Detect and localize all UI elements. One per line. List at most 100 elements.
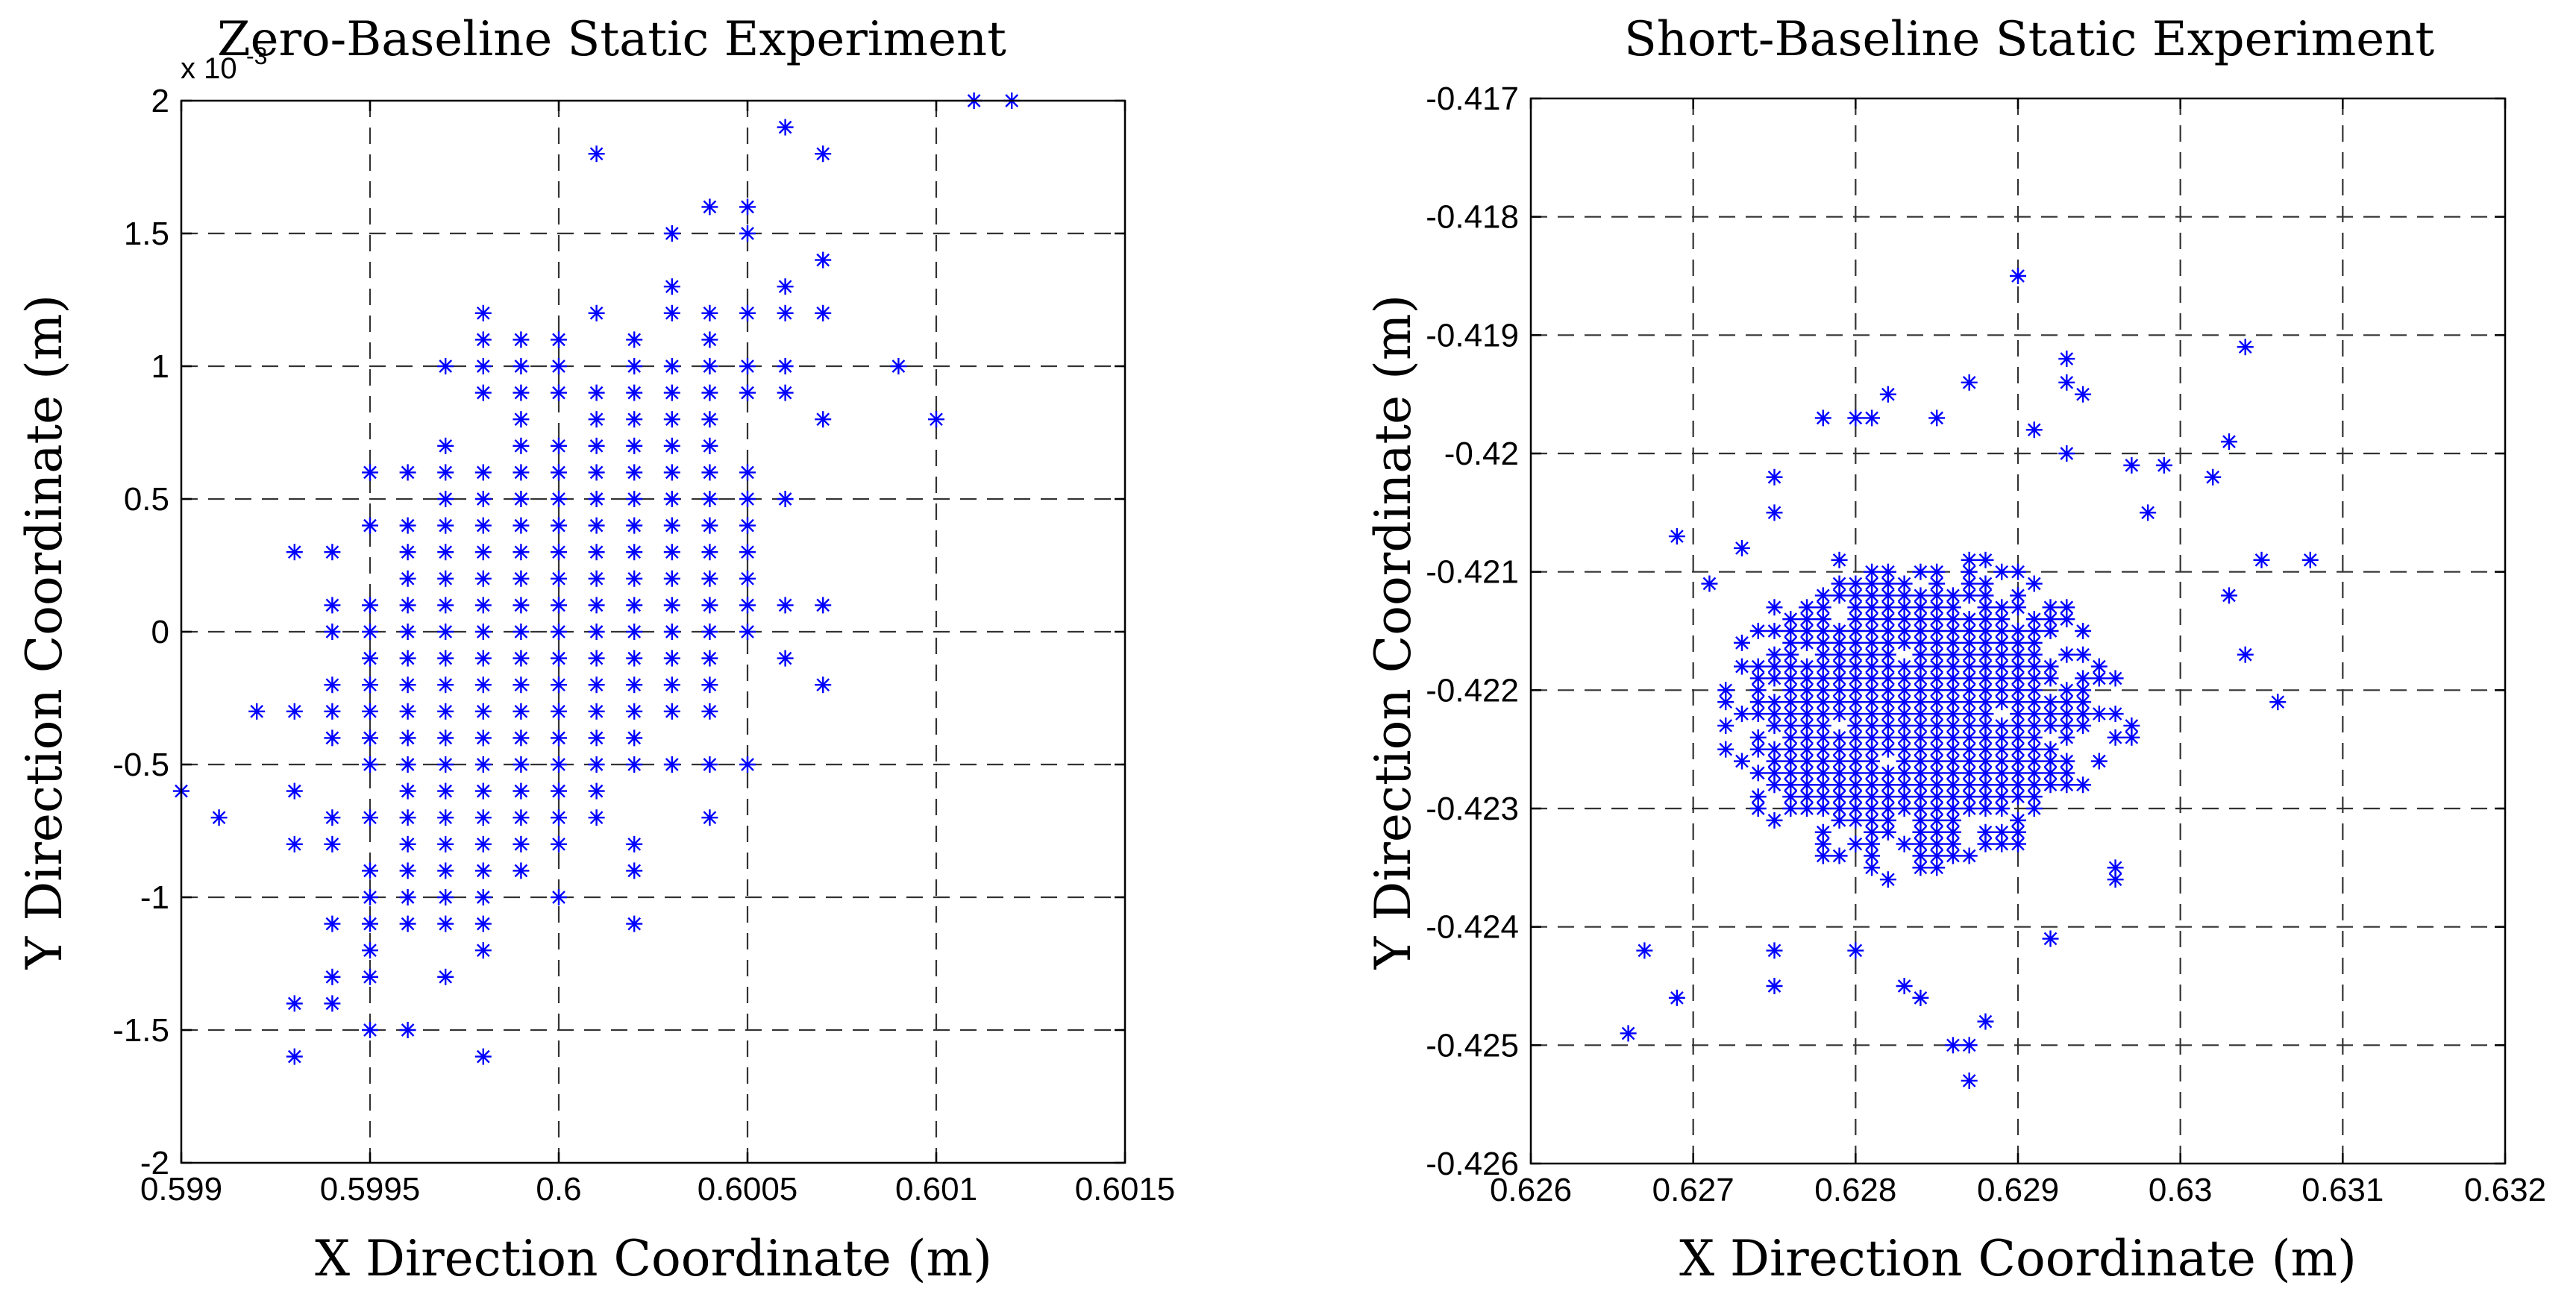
data-point [474, 942, 492, 959]
data-point [1961, 575, 1978, 592]
data-point [588, 676, 605, 694]
data-point [2010, 753, 2026, 770]
data-point [551, 491, 567, 507]
data-point [1864, 409, 1881, 427]
data-point [1896, 611, 1913, 628]
data-point [210, 809, 228, 826]
data-point [362, 1022, 378, 1038]
data-point [2220, 433, 2237, 450]
data-point [2025, 421, 2043, 439]
data-point [1928, 859, 1946, 876]
data-point [474, 517, 492, 534]
data-point [739, 756, 756, 773]
data-point [663, 358, 680, 374]
data-point [1977, 706, 1994, 723]
data-point [1814, 729, 1831, 746]
data-point [1864, 611, 1881, 628]
data-point [437, 729, 454, 747]
data-point [1749, 788, 1767, 806]
data-point [437, 703, 454, 720]
data-point [513, 624, 530, 640]
data-point [1864, 729, 1881, 746]
data-point [551, 358, 567, 374]
y-tick-label: 2 [151, 83, 169, 119]
data-point [626, 650, 643, 667]
data-point [2042, 776, 2059, 794]
data-point [777, 491, 794, 507]
x-axis-label: X Direction Coordinate (m) [315, 1230, 992, 1287]
data-points [1620, 268, 2319, 1089]
data-point [1733, 658, 1750, 675]
data-point [588, 650, 605, 667]
y-tick-label: 0 [151, 614, 169, 650]
data-point [551, 570, 567, 587]
data-point [324, 809, 341, 826]
x-tick-label: 0.6015 [1075, 1171, 1176, 1208]
data-point [2025, 706, 2043, 723]
data-point [588, 384, 605, 401]
data-point [474, 650, 492, 667]
data-point [701, 358, 718, 374]
data-point [815, 676, 832, 694]
data-point [551, 889, 567, 905]
data-point [1944, 611, 1961, 628]
data-point [1961, 374, 1978, 391]
data-point [362, 942, 378, 959]
data-point [551, 676, 567, 694]
x-tick-label: 0.628 [1814, 1172, 1896, 1208]
data-point [928, 411, 944, 428]
data-point [1879, 386, 1896, 403]
data-point [1766, 717, 1783, 734]
data-point [1782, 729, 1799, 746]
axis-ticks: 0.599 0.5995 0.6 0.6005 0.601 0.6015 -2 -1.5 -1 -… [113, 83, 1175, 1208]
data-point [551, 437, 567, 454]
data-point [1928, 811, 1946, 829]
data-point [513, 411, 530, 428]
data-point [1993, 823, 2011, 841]
data-point [588, 437, 605, 454]
data-point [2042, 930, 2059, 947]
data-point [701, 809, 718, 826]
data-point [437, 491, 454, 507]
data-point [399, 464, 416, 481]
data-point [362, 676, 378, 694]
data-point [2075, 670, 2092, 687]
data-point [1814, 788, 1831, 806]
data-point [1912, 800, 1929, 817]
data-point [1896, 682, 1913, 699]
data-point [1879, 634, 1896, 651]
data-point [474, 676, 492, 694]
data-point [437, 782, 454, 800]
data-point [739, 597, 756, 614]
data-point [701, 517, 718, 534]
data-point [2010, 811, 2026, 829]
data-point [1749, 658, 1767, 675]
data-point [399, 544, 416, 561]
data-point [1896, 717, 1913, 734]
data-point [1782, 717, 1799, 734]
data-point [1864, 634, 1881, 651]
data-point [815, 145, 832, 163]
y-tick-label: 0.5 [124, 481, 169, 518]
data-point [626, 703, 643, 720]
data-point [513, 729, 530, 747]
data-point [588, 570, 605, 587]
data-point [2269, 694, 2287, 711]
data-point [2010, 587, 2026, 604]
data-point [362, 889, 378, 905]
data-point [663, 650, 680, 667]
data-point [362, 703, 378, 720]
data-point [1879, 871, 1896, 888]
data-point [701, 570, 718, 587]
data-point [663, 703, 680, 720]
data-point [286, 703, 303, 720]
data-point [1717, 717, 1734, 734]
data-point [1847, 788, 1864, 806]
data-point [1879, 682, 1896, 699]
data-point [1668, 989, 1685, 1006]
data-point [663, 517, 680, 534]
data-point [2042, 753, 2059, 770]
data-point [588, 411, 605, 428]
data-point [399, 703, 416, 720]
data-point [437, 437, 454, 454]
